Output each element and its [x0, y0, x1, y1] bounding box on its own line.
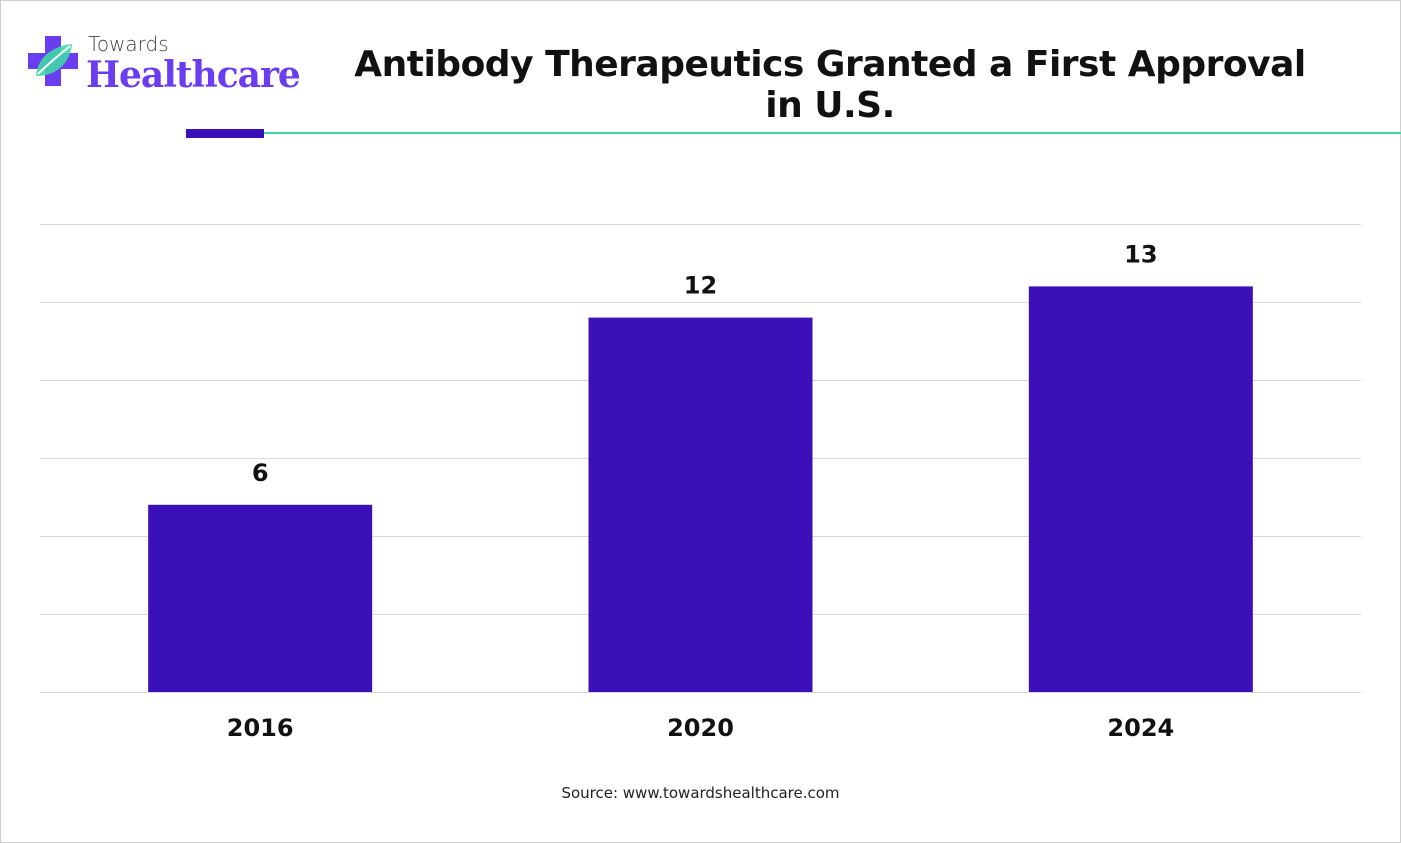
title-rule-line: [264, 132, 1401, 134]
brand-big-text: Healthcare: [86, 54, 301, 96]
brand-small-text: Towards: [88, 32, 169, 56]
x-axis-labels: 2016 2020 2024: [227, 714, 1174, 742]
bar-2024: [1028, 286, 1253, 692]
bars: [148, 286, 1253, 692]
value-label-2024: 13: [1124, 240, 1157, 268]
x-tick-label-2016: 2016: [227, 714, 294, 742]
x-tick-label-2020: 2020: [667, 714, 734, 742]
title-rule-accent: [186, 129, 264, 138]
chart-title: Antibody Therapeutics Granted a First Ap…: [354, 44, 1306, 126]
value-label-2016: 6: [252, 459, 269, 487]
source-note: Source: www.towardshealthcare.com: [561, 784, 840, 802]
value-label-2020: 12: [684, 272, 717, 300]
bar-2020: [588, 317, 813, 692]
medical-cross-leaf-icon: [28, 36, 78, 86]
bar-2016: [148, 504, 373, 692]
value-labels: 6 12 13: [252, 240, 1158, 486]
brand-logo: Towards Healthcare: [28, 30, 301, 102]
x-tick-label-2024: 2024: [1107, 714, 1174, 742]
